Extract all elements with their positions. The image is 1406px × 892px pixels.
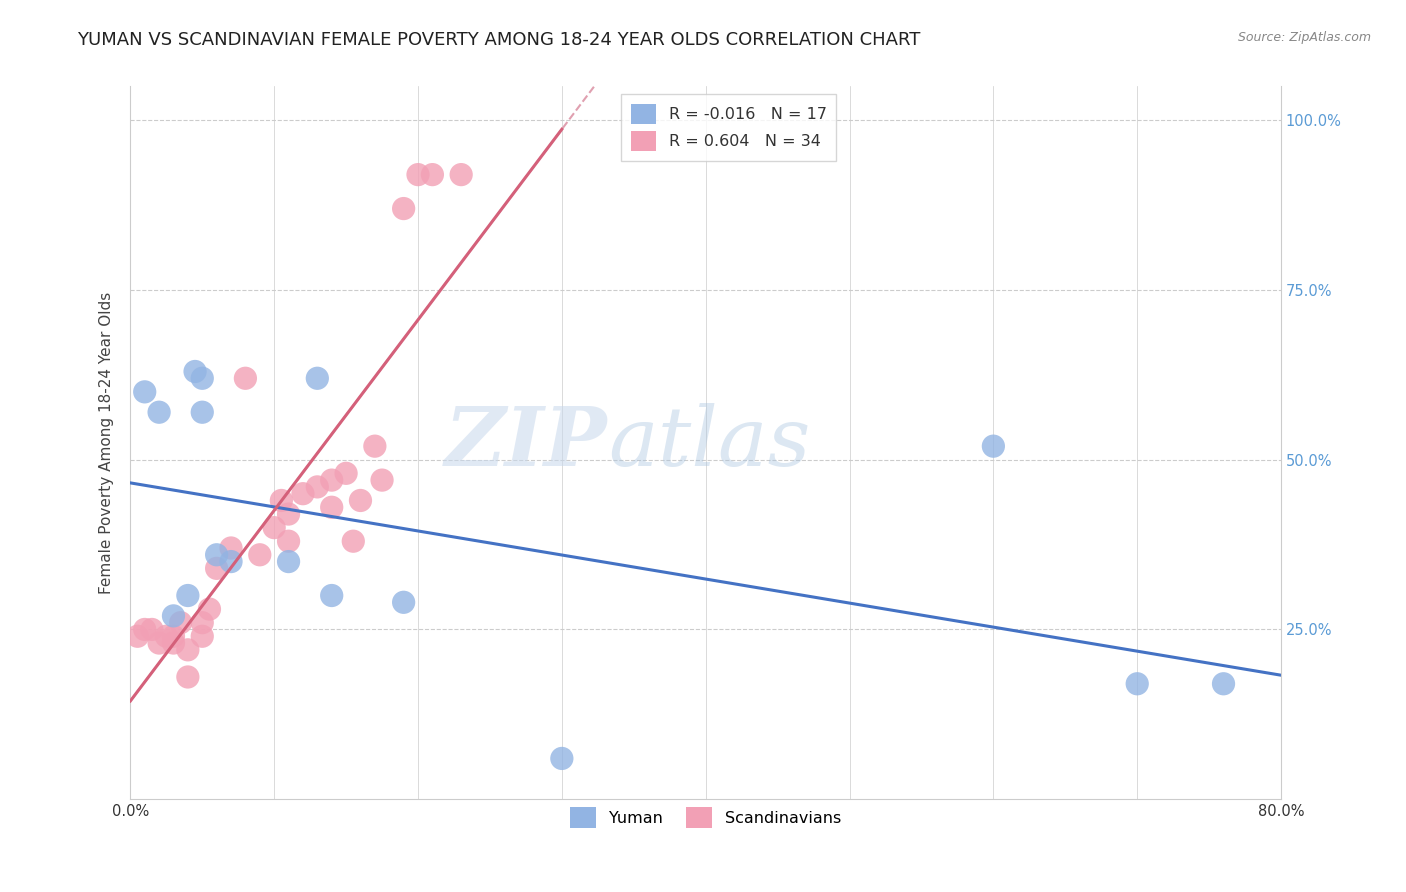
Point xyxy=(177,670,200,684)
Point xyxy=(191,615,214,630)
Point xyxy=(205,548,228,562)
Point xyxy=(307,480,329,494)
Point xyxy=(307,371,329,385)
Point xyxy=(277,507,299,521)
Point xyxy=(406,168,429,182)
Point xyxy=(127,629,149,643)
Point xyxy=(249,548,271,562)
Point xyxy=(1126,677,1149,691)
Point xyxy=(277,555,299,569)
Point xyxy=(364,439,387,453)
Text: atlas: atlas xyxy=(607,403,810,483)
Point xyxy=(392,595,415,609)
Point xyxy=(219,541,242,555)
Point xyxy=(270,493,292,508)
Point xyxy=(321,500,343,515)
Point xyxy=(134,623,156,637)
Point xyxy=(198,602,221,616)
Point xyxy=(321,589,343,603)
Point xyxy=(170,615,193,630)
Point xyxy=(134,384,156,399)
Point xyxy=(349,493,371,508)
Point xyxy=(342,534,364,549)
Point xyxy=(148,405,170,419)
Point xyxy=(335,467,357,481)
Text: YUMAN VS SCANDINAVIAN FEMALE POVERTY AMONG 18-24 YEAR OLDS CORRELATION CHART: YUMAN VS SCANDINAVIAN FEMALE POVERTY AMO… xyxy=(77,31,921,49)
Point xyxy=(235,371,257,385)
Point xyxy=(155,629,177,643)
Point xyxy=(191,371,214,385)
Point xyxy=(551,751,574,765)
Point xyxy=(177,589,200,603)
Point xyxy=(148,636,170,650)
Point xyxy=(263,521,285,535)
Point xyxy=(184,364,207,378)
Point xyxy=(162,608,184,623)
Point xyxy=(422,168,444,182)
Point xyxy=(162,636,184,650)
Point xyxy=(277,534,299,549)
Point xyxy=(1212,677,1234,691)
Point xyxy=(177,643,200,657)
Point xyxy=(205,561,228,575)
Point xyxy=(162,629,184,643)
Text: ZIP: ZIP xyxy=(446,403,607,483)
Point xyxy=(371,473,394,487)
Point xyxy=(450,168,472,182)
Point xyxy=(392,202,415,216)
Point xyxy=(321,473,343,487)
Point xyxy=(219,555,242,569)
Point xyxy=(191,629,214,643)
Point xyxy=(191,405,214,419)
Point xyxy=(141,623,163,637)
Legend: Yuman, Scandinavians: Yuman, Scandinavians xyxy=(564,801,848,834)
Y-axis label: Female Poverty Among 18-24 Year Olds: Female Poverty Among 18-24 Year Olds xyxy=(100,292,114,594)
Point xyxy=(291,486,314,500)
Text: Source: ZipAtlas.com: Source: ZipAtlas.com xyxy=(1237,31,1371,45)
Point xyxy=(983,439,1005,453)
